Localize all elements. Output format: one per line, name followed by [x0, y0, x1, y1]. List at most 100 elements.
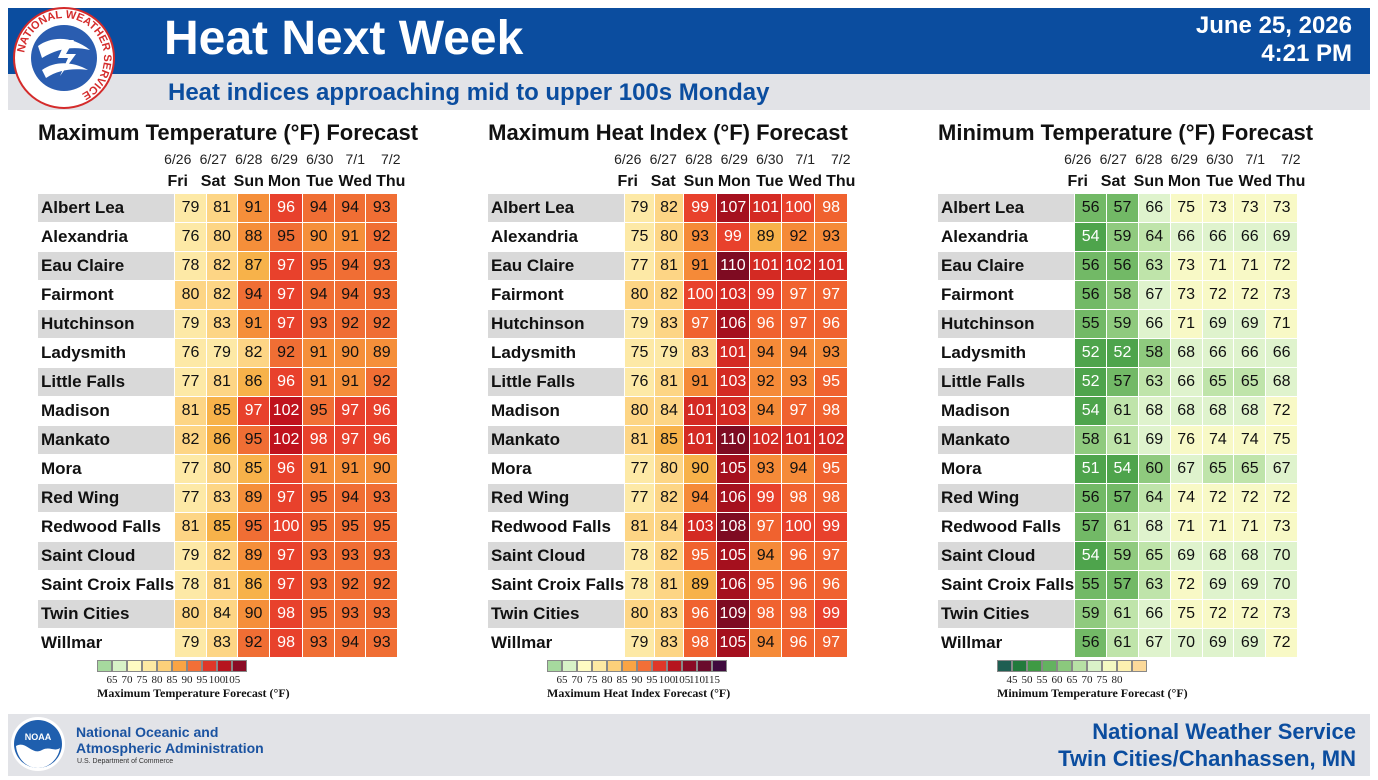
forecast-value-cell: 55 — [1074, 309, 1108, 339]
office-line2: Twin Cities/Chanhassen, MN — [1058, 746, 1356, 771]
date-label: 7/1 — [345, 151, 365, 167]
forecast-value-cell: 95 — [683, 541, 718, 571]
forecast-value-cell: 98 — [814, 483, 848, 513]
forecast-value-cell: 68 — [1138, 396, 1171, 426]
forecast-value-cell: 52 — [1074, 338, 1108, 368]
legend-swatch — [187, 660, 202, 672]
city-name: Redwood Falls — [938, 512, 1076, 542]
forecast-value-cell: 101 — [781, 425, 816, 455]
forecast-value-cell: 97 — [814, 280, 848, 310]
forecast-value-cell: 58 — [1138, 338, 1171, 368]
table-row: Madison 54 61 68 68 68 68 72 — [938, 396, 1298, 426]
city-name: Eau Claire — [488, 251, 626, 281]
forecast-value-cell: 68 — [1233, 396, 1267, 426]
noaa-name-line2: Atmospheric Administration — [76, 740, 264, 756]
forecast-value-cell: 66 — [1233, 222, 1267, 252]
forecast-value-cell: 79 — [174, 628, 207, 658]
forecast-value-cell: 102 — [781, 251, 816, 281]
forecast-value-cell: 97 — [814, 628, 848, 658]
forecast-value-cell: 76 — [174, 222, 207, 252]
forecast-value-cell: 75 — [624, 222, 655, 252]
forecast-value-cell: 63 — [1138, 367, 1171, 397]
legend-swatch — [667, 660, 682, 672]
date-label: 6/27 — [649, 151, 677, 167]
forecast-value-cell: 94 — [237, 280, 270, 310]
legend-swatch — [592, 660, 607, 672]
date-header-row: 6/26 6/27 6/28 6/29 6/30 7/1 7/2 — [610, 150, 859, 168]
forecast-value-cell: 79 — [206, 338, 239, 368]
forecast-value-cell: 99 — [683, 194, 718, 223]
forecast-value-cell: 73 — [1265, 599, 1298, 629]
day-label: Fri — [1067, 173, 1088, 190]
forecast-value-cell: 86 — [237, 367, 270, 397]
issue-time: 4:21 PM — [1261, 40, 1352, 67]
forecast-value-cell: 95 — [814, 367, 848, 397]
forecast-value-cell: 65 — [1233, 367, 1267, 397]
forecast-value-cell: 83 — [206, 309, 239, 339]
table-row: Redwood Falls 81 84 103 108 97 100 99 — [488, 512, 848, 542]
city-name: Red Wing — [488, 483, 626, 513]
forecast-value-cell: 97 — [269, 570, 304, 600]
legend-color-bar — [97, 660, 247, 672]
city-name: Red Wing — [38, 483, 176, 513]
forecast-value-cell: 83 — [654, 309, 685, 339]
day-label: Mon — [1167, 173, 1201, 190]
forecast-value-cell: 81 — [206, 570, 239, 600]
forecast-value-cell: 97 — [269, 541, 304, 571]
forecast-value-cell: 103 — [716, 367, 750, 397]
legend-swatch — [142, 660, 157, 672]
legend-tick-label: 105 — [673, 674, 691, 686]
table-row: Saint Croix Falls 78 81 89 106 95 96 96 — [488, 570, 848, 600]
forecast-value-cell: 82 — [237, 338, 270, 368]
forecast-value-cell: 68 — [1233, 541, 1267, 571]
legend-tick-label: 75 — [1096, 674, 1108, 686]
forecast-value-cell: 81 — [174, 512, 207, 542]
forecast-value-cell: 93 — [365, 599, 398, 629]
forecast-value-cell: 92 — [365, 367, 398, 397]
forecast-value-cell: 81 — [654, 251, 685, 281]
max-temp-title: Maximum Temperature (°F) Forecast — [38, 120, 419, 145]
table-row: Ladysmith 52 52 58 68 66 66 66 — [938, 338, 1298, 368]
city-name: Little Falls — [38, 367, 176, 397]
subtitle-band — [8, 74, 1370, 110]
forecast-value-cell: 96 — [814, 309, 848, 339]
forecast-value-cell: 77 — [174, 454, 207, 484]
table-row: Albert Lea 79 82 99 107 101 100 98 — [488, 194, 848, 223]
city-name: Saint Cloud — [938, 541, 1076, 571]
forecast-value-cell: 69 — [1202, 309, 1235, 339]
table-row: Mankato 58 61 69 76 74 74 75 — [938, 425, 1298, 455]
city-name: Ladysmith — [38, 338, 176, 368]
noaa-logo-icon: NOAA — [11, 717, 65, 771]
city-name: Saint Croix Falls — [488, 570, 626, 600]
forecast-value-cell: 73 — [1265, 512, 1298, 542]
forecast-value-cell: 91 — [302, 454, 335, 484]
legend-tick-label: 95 — [196, 674, 208, 686]
table-row: Mora 77 80 85 96 91 91 90 — [38, 454, 398, 484]
city-name: Ladysmith — [488, 338, 626, 368]
date-label: 6/27 — [199, 151, 227, 167]
forecast-value-cell: 100 — [269, 512, 304, 542]
forecast-value-cell: 73 — [1265, 280, 1298, 310]
forecast-value-cell: 91 — [302, 338, 335, 368]
day-label: Thu — [1276, 173, 1306, 190]
forecast-value-cell: 97 — [683, 309, 718, 339]
table-row: Twin Cities 80 83 96 109 98 98 99 — [488, 599, 848, 629]
forecast-value-cell: 81 — [206, 367, 239, 397]
forecast-value-cell: 96 — [365, 425, 398, 455]
forecast-value-cell: 97 — [269, 280, 304, 310]
forecast-value-cell: 93 — [302, 570, 335, 600]
forecast-value-cell: 99 — [814, 512, 848, 542]
forecast-value-cell: 68 — [1202, 396, 1235, 426]
forecast-value-cell: 54 — [1074, 222, 1108, 252]
forecast-value-cell: 93 — [334, 599, 367, 629]
day-label: Sun — [683, 173, 714, 190]
forecast-value-cell: 59 — [1106, 222, 1139, 252]
forecast-value-cell: 70 — [1265, 570, 1298, 600]
office-line1: National Weather Service — [1092, 719, 1356, 744]
city-name: Hutchinson — [38, 309, 176, 339]
forecast-value-cell: 76 — [174, 338, 207, 368]
forecast-value-cell: 71 — [1202, 512, 1235, 542]
forecast-value-cell: 92 — [237, 628, 270, 658]
forecast-value-cell: 93 — [365, 194, 398, 223]
forecast-value-cell: 72 — [1265, 251, 1298, 281]
